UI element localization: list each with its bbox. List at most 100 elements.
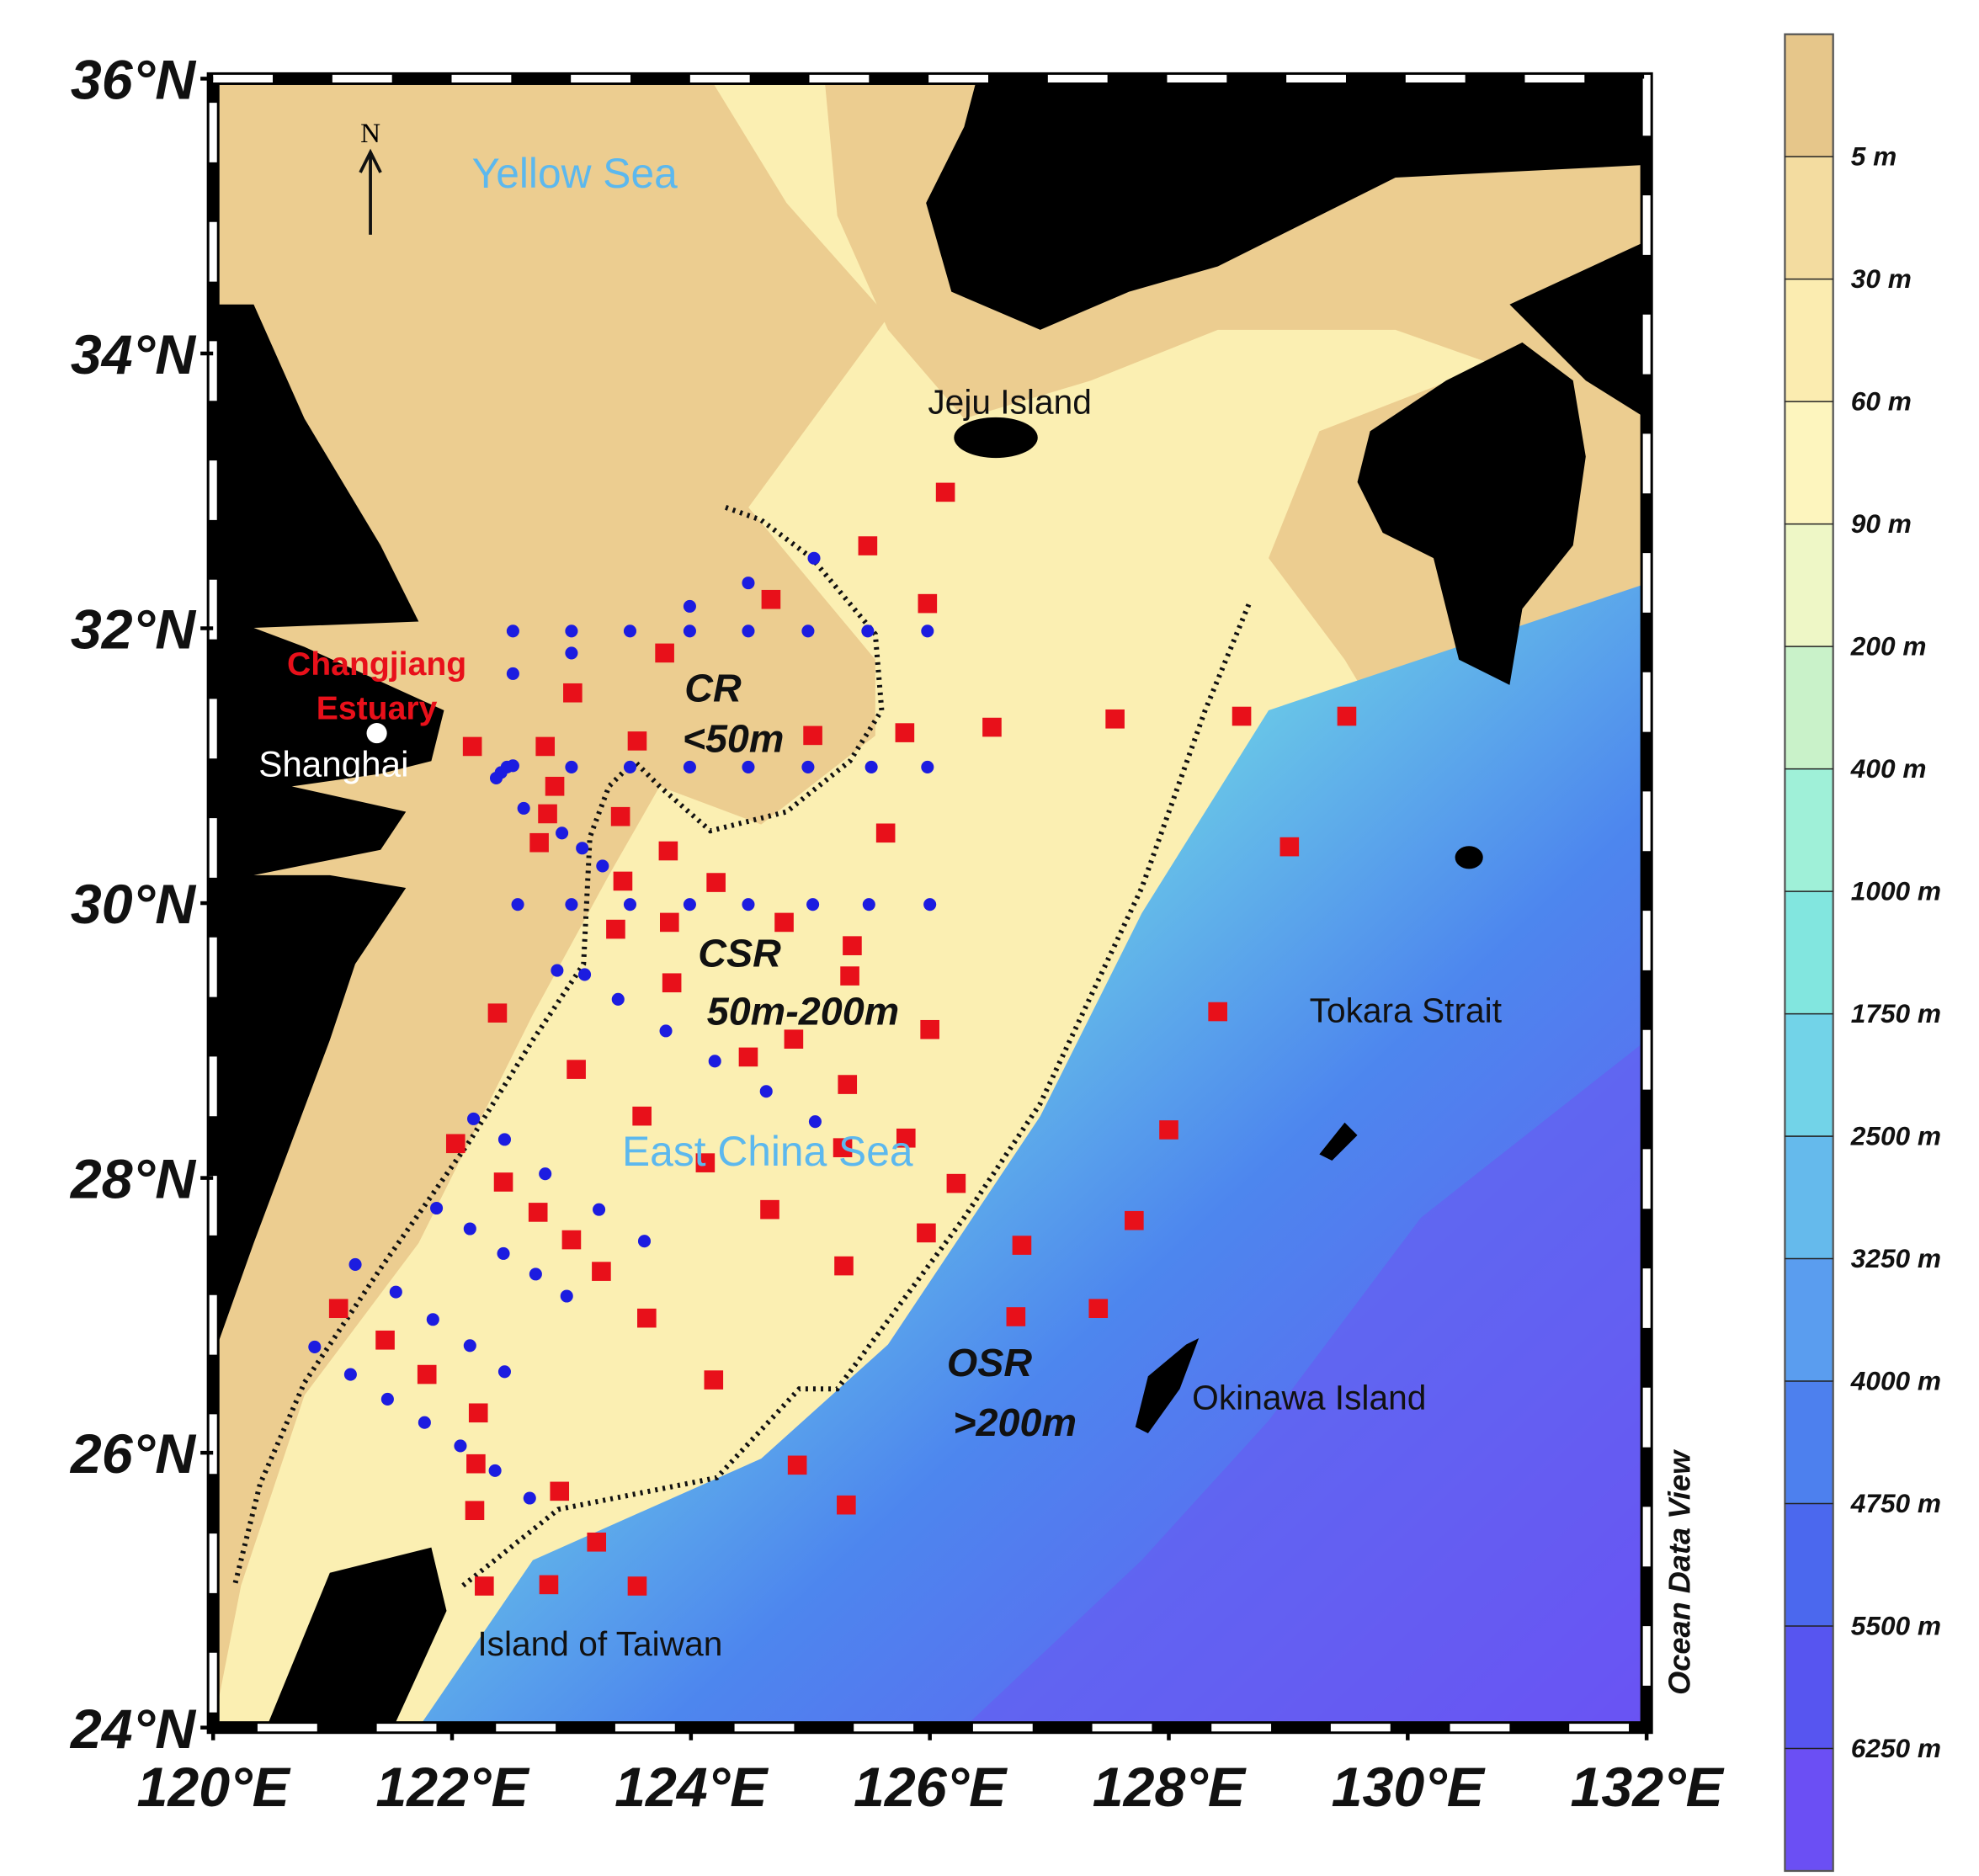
colorbar-band: [1785, 1258, 1833, 1382]
red-station: [760, 1199, 779, 1220]
blue-station: [759, 1085, 773, 1098]
red-station: [561, 1230, 582, 1250]
blue-station: [551, 964, 564, 977]
red-station: [627, 731, 647, 751]
region-label: 50m-200m: [707, 990, 899, 1034]
blue-station: [343, 1368, 357, 1381]
red-station: [787, 1455, 807, 1475]
y-tick-label: 30°N: [71, 874, 197, 936]
colorbar-label: 3250 m: [1851, 1243, 1941, 1273]
blue-station: [742, 624, 755, 638]
land-taiwan: [266, 1547, 447, 1728]
colorbar-band: [1785, 891, 1833, 1015]
blue-station: [708, 1055, 721, 1068]
colorbar-label: 5 m: [1851, 141, 1897, 172]
red-station: [637, 1308, 657, 1328]
blue-station: [864, 760, 878, 773]
colorbar-frame: [1784, 33, 1834, 1873]
colorbar-band: [1785, 1013, 1833, 1137]
y-tick-label: 28°N: [69, 1149, 197, 1211]
red-station: [917, 1223, 936, 1243]
colorbar-label: 30 m: [1851, 263, 1912, 294]
x-tick-label: 124°E: [614, 1756, 769, 1819]
x-tick-label: 130°E: [1332, 1756, 1486, 1819]
red-station: [935, 482, 955, 502]
blue-station: [463, 1222, 476, 1236]
land-island: [1455, 846, 1483, 869]
red-station: [659, 912, 679, 933]
blue-station: [565, 646, 578, 660]
blue-station: [683, 760, 696, 773]
place-label: Tokara Strait: [1310, 991, 1502, 1030]
red-station: [875, 823, 896, 843]
red-station: [803, 725, 822, 746]
red-station: [1088, 1299, 1109, 1319]
colorbar-band: [1785, 768, 1833, 892]
isobath-200m: [461, 601, 1253, 1588]
red-station: [627, 1576, 647, 1596]
red-station: [465, 1501, 485, 1521]
blue-station: [308, 1340, 322, 1353]
blue-station: [921, 760, 934, 773]
colorbar-band: [1785, 279, 1833, 402]
y-tick-label: 26°N: [69, 1423, 197, 1485]
y-tick-label: 24°N: [69, 1698, 197, 1761]
x-tick-label: 132°E: [1570, 1756, 1724, 1819]
blue-station: [659, 1024, 673, 1038]
blue-station: [923, 898, 937, 911]
colorbar-label: 2500 m: [1850, 1121, 1941, 1151]
colorbar-label: 4000 m: [1850, 1366, 1941, 1396]
red-station: [1159, 1120, 1178, 1140]
region-label: CSR: [698, 931, 781, 975]
blue-station: [806, 898, 820, 911]
estuary-label: Changjiang: [287, 646, 466, 683]
isobath-50m: [231, 505, 885, 1586]
blue-station: [539, 1167, 552, 1181]
x-tick-label: 126°E: [854, 1756, 1008, 1819]
red-station: [896, 1128, 916, 1148]
red-station: [982, 717, 1002, 737]
blue-station: [565, 760, 578, 773]
blue-station: [742, 898, 755, 911]
blue-station: [637, 1235, 652, 1248]
x-tick-label: 120°E: [137, 1756, 291, 1819]
blue-station: [560, 1289, 573, 1303]
red-station: [1012, 1236, 1032, 1255]
frame-pattern: [209, 74, 1651, 1732]
blue-station: [497, 1246, 510, 1260]
colorbar-label: 1000 m: [1851, 876, 1941, 906]
colorbar-label: 200 m: [1850, 631, 1927, 662]
region-label: OSR: [947, 1341, 1032, 1384]
blue-station: [596, 859, 609, 873]
land-kyushu: [1357, 342, 1586, 685]
stations: [308, 482, 1357, 1596]
red-station: [918, 593, 938, 614]
red-station: [606, 919, 625, 939]
red-station: [528, 1203, 548, 1222]
north-arrow-head: [359, 148, 382, 173]
blue-station: [683, 624, 696, 638]
shallow-shelf: [213, 78, 888, 1728]
blue-station: [497, 1365, 511, 1379]
basemap: [213, 78, 1647, 1728]
colorbar-label: 4750 m: [1850, 1488, 1941, 1518]
blue-station: [426, 1313, 439, 1326]
land-okinawa: [1135, 1337, 1200, 1434]
blue-station: [506, 759, 519, 773]
red-station: [843, 936, 862, 955]
blue-station: [418, 1416, 431, 1429]
blue-station: [921, 624, 934, 638]
red-station: [834, 1256, 854, 1276]
colorbar-band: [1785, 401, 1833, 525]
blue-station: [380, 1392, 394, 1406]
red-station: [587, 1532, 607, 1552]
red-station: [445, 1134, 465, 1154]
red-station: [738, 1047, 758, 1067]
y-tick-label: 32°N: [71, 599, 197, 662]
red-station: [545, 776, 565, 796]
red-station: [655, 643, 674, 663]
red-station: [833, 1138, 853, 1157]
red-station: [946, 1173, 966, 1193]
red-station: [1232, 706, 1252, 726]
